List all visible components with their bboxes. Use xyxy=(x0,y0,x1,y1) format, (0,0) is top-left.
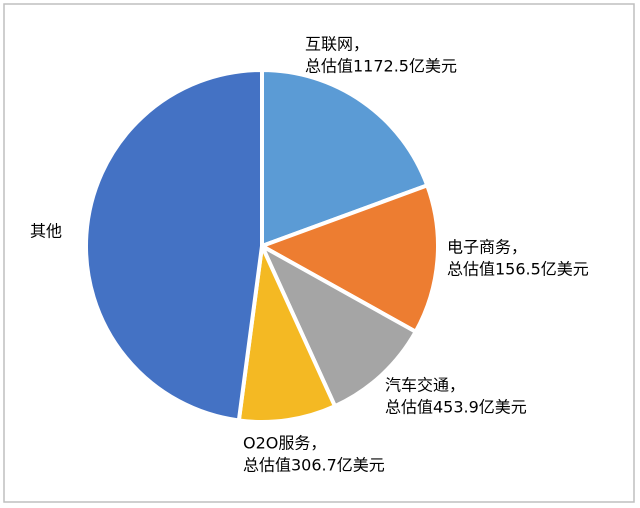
pie-slice xyxy=(260,183,440,334)
pie-slice xyxy=(260,244,418,409)
slice-detail: 总估值453.9亿美元 xyxy=(385,398,527,417)
slice-detail: 总估值1172.5亿美元 xyxy=(305,57,457,76)
pie-slice xyxy=(260,68,430,248)
pie-slice xyxy=(84,68,264,423)
slice-label: 其他 xyxy=(30,222,62,241)
slice-label: O2O服务， xyxy=(243,434,326,453)
slice-label: 互联网， xyxy=(305,35,369,54)
slice-label: 汽车交通， xyxy=(385,376,465,395)
slice-detail: 总估值156.5亿美元 xyxy=(447,260,589,279)
slice-label: 电子商务， xyxy=(447,238,527,257)
slice-detail: 总估值306.7亿美元 xyxy=(243,456,385,475)
